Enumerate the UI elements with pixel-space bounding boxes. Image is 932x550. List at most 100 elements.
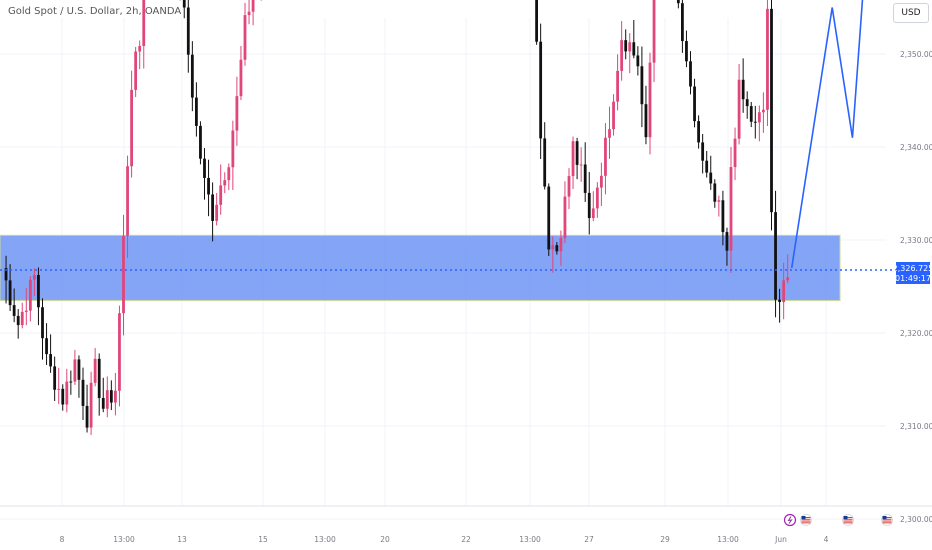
price-tick-label: 2,330.000 [900, 236, 932, 245]
candle [251, 0, 255, 26]
time-tick-label: 27 [584, 535, 594, 544]
candle-body [741, 79, 745, 100]
candle-body [227, 167, 231, 181]
candle [539, 23, 543, 159]
candle-body [53, 366, 57, 390]
candle-body [774, 212, 777, 300]
events-row[interactable] [783, 513, 893, 527]
flag-stripe [843, 522, 853, 524]
candle-body [4, 268, 8, 281]
candle-body [762, 109, 765, 113]
candle [260, 0, 262, 1]
candle [130, 70, 133, 178]
candle-body [73, 359, 77, 382]
candle-body [93, 358, 97, 383]
candle-body [778, 299, 781, 302]
support-zone [0, 234, 841, 301]
flag-stripe [882, 522, 892, 524]
candle [45, 323, 48, 365]
candle-body [604, 137, 607, 176]
currency-button[interactable]: USD [893, 3, 929, 23]
candle-body [591, 208, 595, 219]
candle [709, 155, 713, 190]
candle [640, 46, 644, 128]
candle [207, 159, 210, 217]
candle [41, 298, 44, 360]
candle-body [725, 232, 729, 251]
candle [93, 348, 97, 387]
us-flag-icon[interactable] [881, 514, 893, 526]
candle-body [142, 0, 146, 47]
candle-body [24, 310, 28, 312]
candle [604, 123, 607, 195]
candle [211, 182, 214, 242]
candle-body [37, 275, 40, 308]
candle-body [555, 245, 559, 252]
candle-body [118, 313, 121, 391]
candle [231, 120, 235, 191]
time-axis[interactable]: 8 13:00 13 15 13:00 20 22 13:00 27 29 13:00 Jun 4 [0, 505, 932, 544]
time-tick-label: 13:00 [314, 535, 336, 544]
candle [774, 190, 777, 318]
flag-canton [882, 516, 887, 520]
candle-body [243, 15, 247, 60]
candle [620, 21, 624, 81]
candle-body [251, 0, 255, 12]
candle [717, 195, 721, 217]
candle-body [721, 200, 725, 233]
candle [85, 384, 89, 433]
candle [215, 193, 219, 226]
symbol-title: Gold Spot / U.S. Dollar, 2h, OANDA [8, 6, 182, 17]
candle-body [713, 183, 717, 202]
candle [219, 164, 223, 215]
candle [563, 181, 567, 244]
candle-body [757, 112, 761, 123]
candle [587, 172, 591, 235]
time-tick-label: 13:00 [519, 535, 541, 544]
candle [118, 305, 121, 407]
candle-body [85, 405, 89, 428]
flag-stripe [801, 518, 811, 520]
current-price-label: 2,326.725 01:49:17 [893, 261, 932, 284]
candle-body [223, 180, 227, 186]
candle-body [737, 79, 741, 139]
candle [749, 101, 753, 128]
candle [57, 367, 61, 405]
us-flag-icon[interactable] [800, 514, 812, 526]
candle-body [782, 280, 786, 302]
candle [195, 82, 198, 137]
candle-body [77, 359, 81, 380]
candle [138, 40, 142, 70]
flag-stripe [843, 518, 853, 520]
candle-body [652, 0, 656, 63]
candle-body [97, 358, 101, 398]
candle [766, 0, 769, 127]
candle-body [199, 125, 202, 159]
price-tick-label: 2,300.000 [900, 515, 932, 524]
candle [134, 47, 138, 97]
us-flag-icon[interactable] [842, 514, 854, 526]
lightning-icon[interactable] [783, 513, 797, 527]
candle-body [57, 388, 61, 390]
candle [28, 276, 32, 322]
candle [89, 371, 93, 435]
candle [182, 0, 186, 19]
candle-body [235, 96, 239, 131]
candle-body [749, 106, 753, 122]
candle [689, 51, 692, 95]
candle [105, 376, 109, 418]
candle-body [571, 141, 575, 177]
candle-body [182, 0, 186, 8]
candle-body [207, 177, 210, 195]
candle [595, 182, 599, 218]
candle-body [685, 41, 688, 62]
time-tick-label: 29 [660, 535, 670, 544]
candle-body [729, 167, 733, 251]
flag-stripe [843, 517, 853, 518]
candle [644, 85, 648, 145]
candle-body [689, 61, 692, 87]
price-axis[interactable]: 2,300.000 2,310.000 2,320.000 2,330.000 2,34… [900, 0, 932, 524]
candle-body [701, 142, 705, 161]
candle [16, 309, 20, 339]
